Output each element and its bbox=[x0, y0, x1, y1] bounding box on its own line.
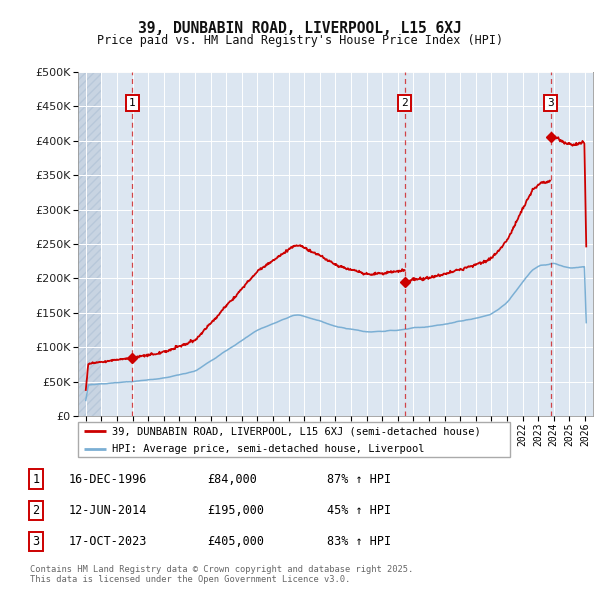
Text: £84,000: £84,000 bbox=[207, 473, 257, 486]
Text: 45% ↑ HPI: 45% ↑ HPI bbox=[327, 504, 391, 517]
Text: 17-OCT-2023: 17-OCT-2023 bbox=[69, 535, 148, 548]
Text: 39, DUNBABIN ROAD, LIVERPOOL, L15 6XJ (semi-detached house): 39, DUNBABIN ROAD, LIVERPOOL, L15 6XJ (s… bbox=[112, 427, 481, 437]
Text: 12-JUN-2014: 12-JUN-2014 bbox=[69, 504, 148, 517]
Text: HPI: Average price, semi-detached house, Liverpool: HPI: Average price, semi-detached house,… bbox=[112, 444, 424, 454]
FancyBboxPatch shape bbox=[78, 422, 510, 457]
Bar bbox=[78, 72, 101, 416]
Text: Contains HM Land Registry data © Crown copyright and database right 2025.
This d: Contains HM Land Registry data © Crown c… bbox=[30, 565, 413, 584]
Text: 3: 3 bbox=[547, 98, 554, 108]
Text: 2: 2 bbox=[32, 504, 40, 517]
Text: 39, DUNBABIN ROAD, LIVERPOOL, L15 6XJ: 39, DUNBABIN ROAD, LIVERPOOL, L15 6XJ bbox=[138, 21, 462, 35]
Text: 3: 3 bbox=[32, 535, 40, 548]
Text: £195,000: £195,000 bbox=[207, 504, 264, 517]
Text: 2: 2 bbox=[401, 98, 408, 108]
Text: 87% ↑ HPI: 87% ↑ HPI bbox=[327, 473, 391, 486]
Text: £405,000: £405,000 bbox=[207, 535, 264, 548]
Text: 16-DEC-1996: 16-DEC-1996 bbox=[69, 473, 148, 486]
Text: 1: 1 bbox=[32, 473, 40, 486]
Text: Price paid vs. HM Land Registry's House Price Index (HPI): Price paid vs. HM Land Registry's House … bbox=[97, 34, 503, 47]
Text: 83% ↑ HPI: 83% ↑ HPI bbox=[327, 535, 391, 548]
Text: 1: 1 bbox=[129, 98, 136, 108]
